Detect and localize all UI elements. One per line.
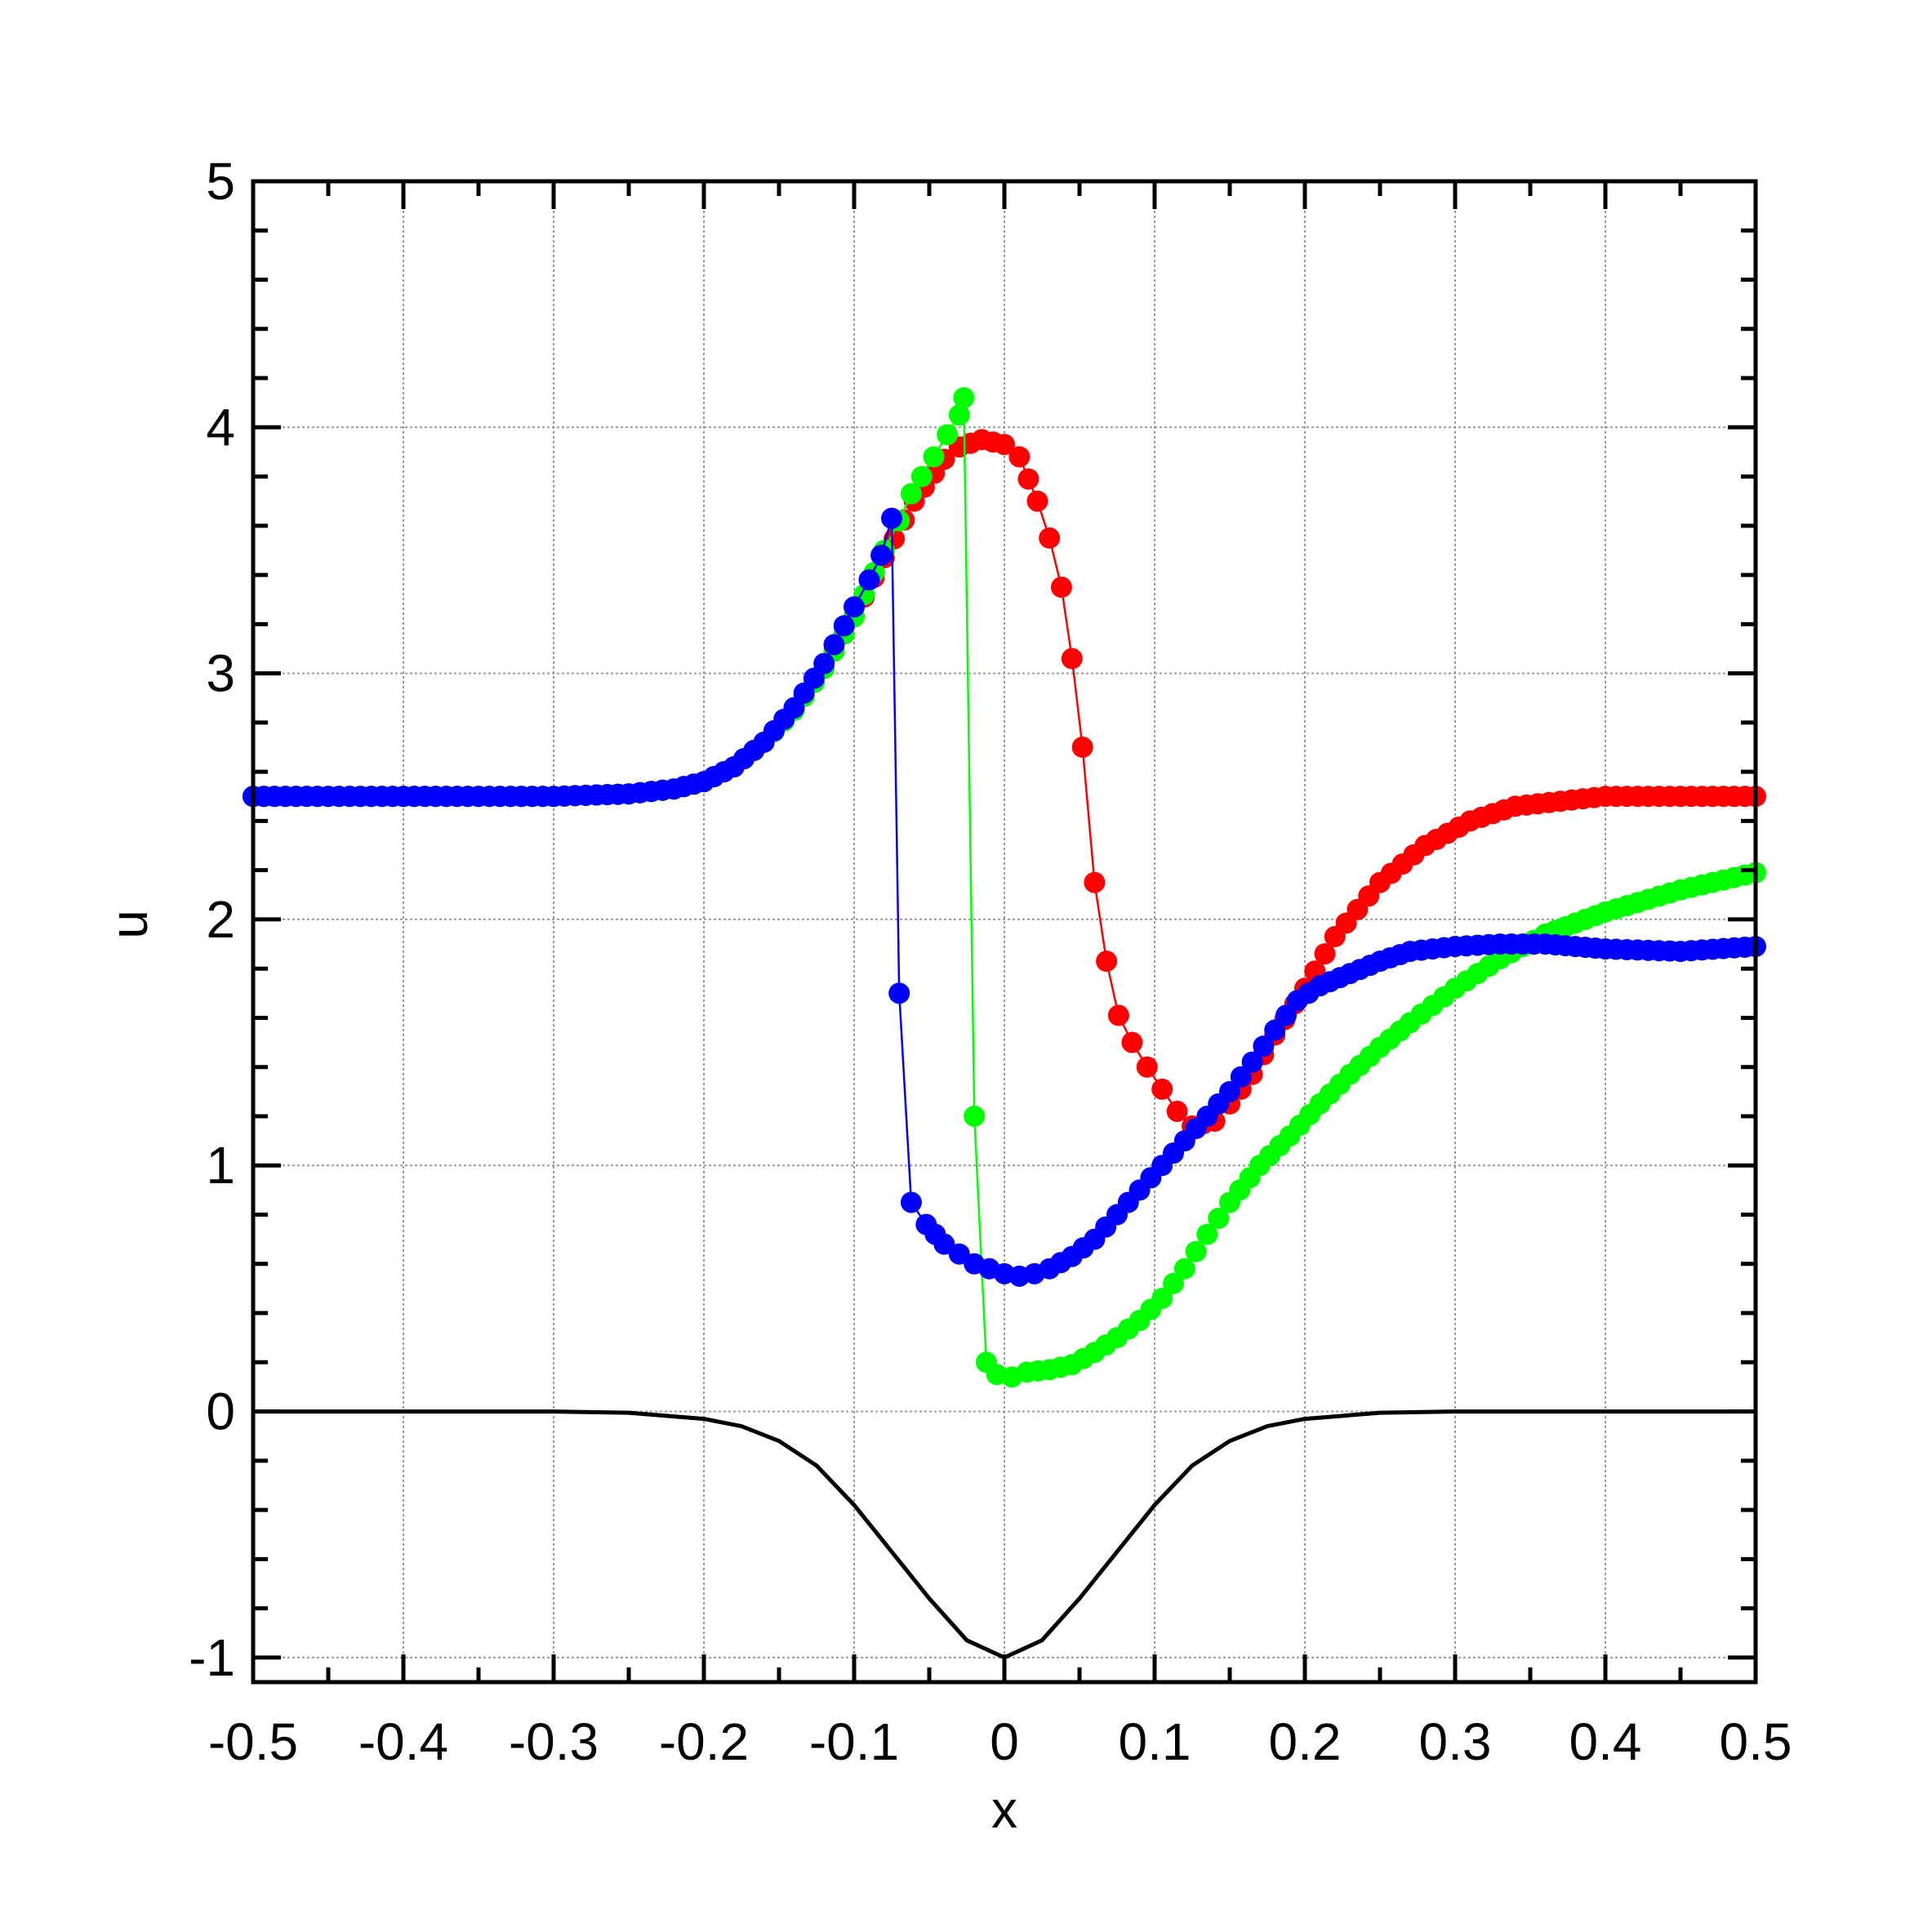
- data-point: [1039, 527, 1061, 549]
- series-markers: [243, 507, 1766, 1287]
- x-tick-label: 0: [990, 1712, 1019, 1771]
- data-point: [910, 465, 933, 487]
- data-point: [1026, 490, 1048, 512]
- data-point: [964, 1105, 986, 1127]
- data-point: [948, 1243, 970, 1265]
- data-point: [923, 446, 945, 468]
- data-point: [1166, 1100, 1188, 1122]
- data-point: [858, 569, 880, 591]
- data-point: [1151, 1287, 1173, 1309]
- y-axis-label: u: [100, 910, 158, 939]
- data-point: [1008, 446, 1031, 468]
- data-point: [1151, 1078, 1173, 1100]
- y-tick-label: 0: [206, 1382, 235, 1441]
- axis-layer: -0.5 -0.4 -0.3 -0.2 -0.1 0 0.1 0.2 0.3 0.4 0.5 -1 0 1…: [189, 152, 1792, 1771]
- y-tick-label: 2: [206, 890, 235, 949]
- data-point: [833, 615, 855, 637]
- data-point: [1017, 468, 1039, 490]
- data-point: [900, 483, 922, 505]
- data-point: [881, 507, 902, 529]
- data-point: [900, 1191, 922, 1213]
- data-point: [994, 434, 1015, 456]
- data-point: [933, 1233, 955, 1255]
- data-point: [1173, 1258, 1195, 1280]
- data-point: [1121, 1031, 1143, 1053]
- x-tick-label: -0.2: [659, 1712, 749, 1771]
- data-point: [1264, 1019, 1286, 1041]
- data-point: [1241, 1051, 1263, 1073]
- x-tick-label: 0.3: [1419, 1712, 1492, 1771]
- x-tick-label: 0.1: [1119, 1712, 1191, 1771]
- data-point: [1196, 1223, 1218, 1245]
- series-line: [253, 438, 1756, 1128]
- data-point: [1163, 1272, 1184, 1294]
- y-tick-label: 1: [206, 1136, 235, 1195]
- data-point: [1071, 737, 1093, 759]
- x-tick-label: 0.4: [1569, 1712, 1642, 1771]
- data-point: [1084, 871, 1106, 893]
- data-point: [844, 596, 865, 618]
- x-tick-label: -0.3: [509, 1712, 599, 1771]
- y-tick-label: 3: [206, 644, 235, 703]
- x-tick-label: -0.5: [208, 1712, 298, 1771]
- data-point: [1096, 950, 1118, 973]
- data-point: [1185, 1240, 1207, 1262]
- x-tick-label: 0.2: [1269, 1712, 1342, 1771]
- data-point: [953, 387, 975, 409]
- y-tick-label: -1: [189, 1628, 235, 1687]
- data-point: [937, 424, 959, 446]
- data-point: [948, 404, 970, 426]
- x-axis-label: x: [991, 1780, 1017, 1839]
- x-tick-label: -0.4: [358, 1712, 448, 1771]
- data-point: [888, 982, 910, 1004]
- y-tick-label: 4: [206, 398, 235, 456]
- x-tick-label: 0.5: [1720, 1712, 1792, 1771]
- data-point: [823, 634, 845, 656]
- data-point: [1107, 1004, 1129, 1026]
- data-point: [1136, 1056, 1158, 1078]
- data-point: [870, 544, 893, 566]
- data-point: [1219, 1080, 1240, 1102]
- data-point: [813, 652, 835, 674]
- data-point: [1050, 576, 1072, 599]
- data-point: [1253, 1035, 1275, 1057]
- y-tick-label: 5: [206, 152, 235, 211]
- data-point: [1314, 943, 1336, 965]
- data-point: [1061, 648, 1083, 670]
- data-point: [1275, 1004, 1297, 1026]
- x-tick-label: -0.1: [809, 1712, 899, 1771]
- data-point: [1208, 1208, 1230, 1230]
- data-point: [1230, 1066, 1252, 1088]
